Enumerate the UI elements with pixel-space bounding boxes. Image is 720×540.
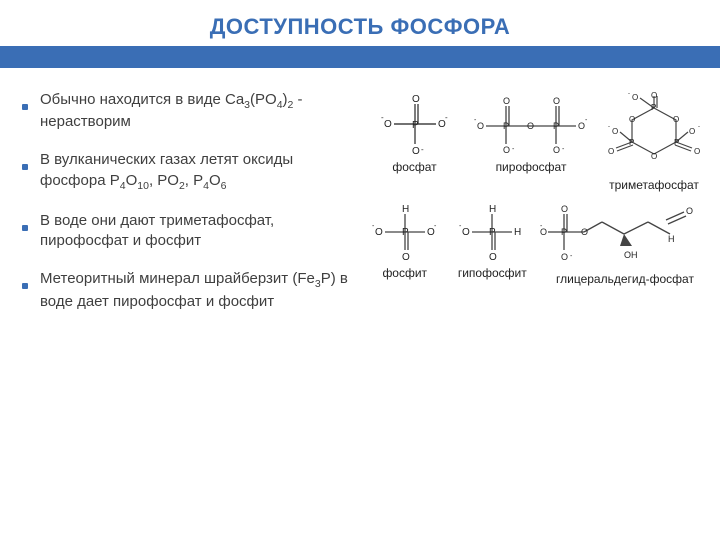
title-band: ДОСТУПНОСТЬ ФОСФОРА	[0, 0, 720, 46]
accent-band	[0, 46, 720, 68]
svg-text:-: -	[608, 124, 610, 130]
svg-text:O: O	[462, 227, 470, 238]
svg-text:O: O	[489, 252, 497, 262]
mol-label: фосфит	[382, 266, 427, 280]
svg-text:H: H	[514, 227, 521, 238]
svg-text:O: O	[477, 121, 484, 131]
svg-text:O: O	[412, 94, 420, 105]
mol-phosphate: P O O- O- O- фосфат	[365, 92, 464, 192]
slide-title: ДОСТУПНОСТЬ ФОСФОРА	[0, 14, 720, 40]
svg-text:P: P	[561, 227, 567, 237]
svg-text:O: O	[608, 147, 614, 156]
bullet-item: В вулканических газах летят оксиды фосфо…	[22, 150, 357, 192]
svg-text:O: O	[375, 227, 383, 238]
svg-text:O: O	[503, 145, 510, 155]
svg-text:O: O	[612, 127, 618, 136]
bullet-item: Метеоритный минерал шрайберзит (Fe3P) в …	[22, 269, 357, 311]
svg-text:O: O	[629, 115, 635, 124]
molecule-figure: P O O- O- O- фосфат	[357, 90, 710, 330]
svg-text:H: H	[489, 204, 496, 215]
mol-label: пирофосфат	[496, 160, 567, 174]
mol-label: глицеральдегид-фосфат	[556, 272, 694, 286]
mol-label: гипофосфит	[458, 266, 527, 280]
svg-text:P: P	[412, 120, 419, 131]
bullet-item: Обычно находится в виде Ca3(PO4)2 - нера…	[22, 90, 357, 132]
svg-text:-: -	[585, 117, 588, 124]
mol-g3p: P O O- O- O OH O H глицеральдегид-фосфа	[540, 202, 710, 286]
svg-text:O: O	[632, 93, 638, 102]
svg-text:P: P	[402, 227, 409, 238]
svg-text:O: O	[651, 152, 657, 161]
svg-text:O: O	[527, 121, 534, 131]
svg-text:P: P	[503, 121, 509, 131]
svg-text:H: H	[402, 204, 409, 215]
bullet-item: В воде они дают триметафосфат, пирофосфа…	[22, 211, 357, 252]
svg-text:-: -	[562, 146, 565, 153]
svg-text:-: -	[445, 113, 448, 122]
svg-text:O: O	[503, 96, 510, 106]
svg-text:H: H	[668, 234, 675, 244]
svg-text:O: O	[553, 96, 560, 106]
mol-trimetaphosphate: PPP OOO OO- OO- OO- триметафосфат	[598, 92, 710, 192]
content-area: Обычно находится в виде Ca3(PO4)2 - нера…	[0, 68, 720, 330]
mol-label: триметафосфат	[609, 178, 699, 192]
svg-text:O: O	[673, 115, 679, 124]
svg-text:-: -	[628, 92, 630, 97]
svg-text:O: O	[402, 252, 410, 262]
svg-text:OH: OH	[624, 250, 638, 260]
svg-text:O: O	[694, 147, 700, 156]
svg-text:O: O	[561, 204, 568, 214]
svg-text:-: -	[421, 145, 424, 154]
svg-text:P: P	[651, 103, 656, 112]
svg-text:O: O	[412, 146, 420, 156]
svg-text:O: O	[581, 227, 588, 237]
mol-label: фосфат	[392, 160, 436, 174]
mol-phosphite: P H O- O- O фосфит	[365, 202, 445, 286]
svg-text:P: P	[553, 121, 559, 131]
svg-text:-: -	[434, 223, 437, 230]
svg-text:O: O	[686, 206, 693, 216]
svg-text:-: -	[698, 124, 700, 130]
svg-text:-: -	[512, 146, 515, 153]
svg-text:P: P	[629, 138, 634, 147]
svg-text:O: O	[553, 145, 560, 155]
svg-text:P: P	[489, 227, 496, 238]
svg-text:-: -	[570, 253, 573, 260]
mol-pyrophosphate: PP O OO O- O- O- O- пирофосфат	[472, 92, 590, 192]
svg-text:O: O	[578, 121, 585, 131]
svg-text:P: P	[674, 138, 679, 147]
svg-text:O: O	[651, 92, 657, 100]
bullet-list: Обычно находится в виде Ca3(PO4)2 - нера…	[22, 90, 357, 330]
svg-text:-: -	[381, 113, 384, 122]
svg-text:O: O	[689, 127, 695, 136]
mol-hypophosphite: P H O- H O гипофосфит	[453, 202, 533, 286]
svg-text:O: O	[384, 119, 392, 130]
svg-text:O: O	[561, 252, 568, 262]
